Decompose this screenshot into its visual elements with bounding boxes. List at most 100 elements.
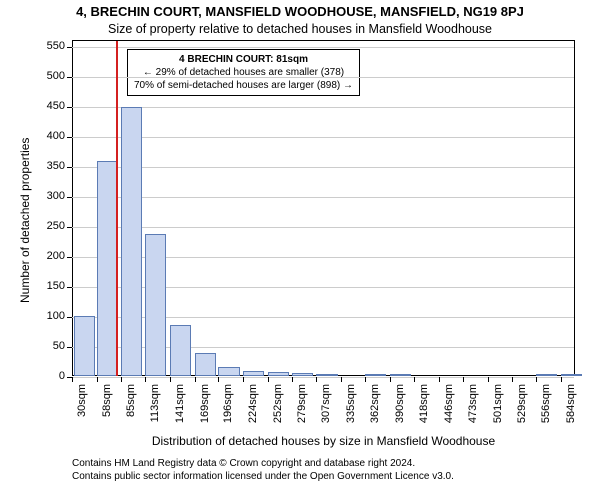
histogram-bar <box>170 325 191 376</box>
histogram-bar <box>536 374 557 376</box>
chart-container: 4, BRECHIN COURT, MANSFIELD WOODHOUSE, M… <box>0 0 600 500</box>
footer-line2: Contains public sector information licen… <box>72 471 454 484</box>
histogram-bar <box>195 353 216 376</box>
x-tick-label: 307sqm <box>320 384 332 428</box>
y-tick <box>67 47 72 48</box>
x-tick-label: 335sqm <box>345 384 357 428</box>
y-tick-label: 150 <box>37 280 65 292</box>
y-tick <box>67 77 72 78</box>
x-tick-label: 58sqm <box>101 384 113 428</box>
gridline <box>72 47 574 48</box>
x-tick-label: 252sqm <box>272 384 284 428</box>
x-tick <box>72 377 73 382</box>
x-tick <box>463 377 464 382</box>
histogram-bar <box>74 316 95 376</box>
x-tick-label: 169sqm <box>199 384 211 428</box>
y-tick-label: 500 <box>37 70 65 82</box>
y-tick-label: 400 <box>37 130 65 142</box>
x-axis-label: Distribution of detached houses by size … <box>72 434 575 448</box>
histogram-bar <box>145 234 166 376</box>
y-tick-label: 250 <box>37 220 65 232</box>
x-tick-label: 390sqm <box>394 384 406 428</box>
y-tick <box>67 137 72 138</box>
y-tick-label: 550 <box>37 40 65 52</box>
x-tick-label: 141sqm <box>174 384 186 428</box>
x-tick-label: 473sqm <box>467 384 479 428</box>
histogram-bar <box>316 374 337 376</box>
annotation-line1: 4 BRECHIN COURT: 81sqm <box>134 53 353 66</box>
y-tick <box>67 257 72 258</box>
y-tick-label: 200 <box>37 250 65 262</box>
x-tick-label: 529sqm <box>516 384 528 428</box>
y-tick <box>67 347 72 348</box>
footer-text: Contains HM Land Registry data © Crown c… <box>72 458 454 483</box>
y-tick-label: 0 <box>37 370 65 382</box>
y-tick <box>67 227 72 228</box>
histogram-bar <box>561 374 582 376</box>
gridline <box>72 167 574 168</box>
histogram-bar <box>365 374 386 376</box>
plot-area: 4 BRECHIN COURT: 81sqm ← 29% of detached… <box>72 40 575 376</box>
y-tick <box>67 317 72 318</box>
y-tick-label: 450 <box>37 100 65 112</box>
x-tick <box>145 377 146 382</box>
gridline <box>72 137 574 138</box>
y-tick-label: 50 <box>37 340 65 352</box>
x-tick <box>365 377 366 382</box>
page-title: 4, BRECHIN COURT, MANSFIELD WOODHOUSE, M… <box>0 4 600 19</box>
y-tick-label: 100 <box>37 310 65 322</box>
gridline <box>72 77 574 78</box>
x-tick-label: 113sqm <box>149 384 161 428</box>
gridline <box>72 227 574 228</box>
histogram-bar <box>97 161 118 376</box>
page-subtitle: Size of property relative to detached ho… <box>0 22 600 36</box>
x-tick-label: 224sqm <box>247 384 259 428</box>
x-tick <box>268 377 269 382</box>
x-tick <box>561 377 562 382</box>
x-tick-label: 418sqm <box>418 384 430 428</box>
marker-line <box>116 41 118 376</box>
x-tick-label: 362sqm <box>369 384 381 428</box>
x-tick-label: 196sqm <box>222 384 234 428</box>
x-tick <box>536 377 537 382</box>
y-tick <box>67 287 72 288</box>
x-tick <box>439 377 440 382</box>
histogram-bar <box>292 373 313 376</box>
x-tick <box>121 377 122 382</box>
x-tick-label: 446sqm <box>443 384 455 428</box>
y-tick-label: 300 <box>37 190 65 202</box>
x-tick-label: 279sqm <box>296 384 308 428</box>
x-tick <box>195 377 196 382</box>
y-tick-label: 350 <box>37 160 65 172</box>
histogram-bar <box>243 371 264 376</box>
x-tick <box>97 377 98 382</box>
x-tick-label: 30sqm <box>76 384 88 428</box>
y-tick <box>67 167 72 168</box>
x-tick-label: 556sqm <box>540 384 552 428</box>
x-tick <box>488 377 489 382</box>
y-tick <box>67 107 72 108</box>
x-tick <box>170 377 171 382</box>
gridline <box>72 107 574 108</box>
x-tick-label: 85sqm <box>125 384 137 428</box>
histogram-bar <box>218 367 239 376</box>
x-tick <box>243 377 244 382</box>
annotation-line3: 70% of semi-detached houses are larger (… <box>134 79 353 92</box>
gridline <box>72 377 574 378</box>
x-tick <box>390 377 391 382</box>
gridline <box>72 197 574 198</box>
footer-line1: Contains HM Land Registry data © Crown c… <box>72 458 454 471</box>
histogram-bar <box>390 374 411 376</box>
histogram-bar <box>268 372 289 376</box>
x-tick <box>218 377 219 382</box>
y-tick <box>67 197 72 198</box>
x-tick <box>316 377 317 382</box>
x-tick-label: 501sqm <box>492 384 504 428</box>
y-axis-label: Number of detached properties <box>18 138 32 303</box>
annotation-box: 4 BRECHIN COURT: 81sqm ← 29% of detached… <box>127 49 360 96</box>
x-tick <box>341 377 342 382</box>
x-tick <box>414 377 415 382</box>
x-tick-label: 584sqm <box>565 384 577 428</box>
histogram-bar <box>121 107 142 376</box>
x-tick <box>292 377 293 382</box>
